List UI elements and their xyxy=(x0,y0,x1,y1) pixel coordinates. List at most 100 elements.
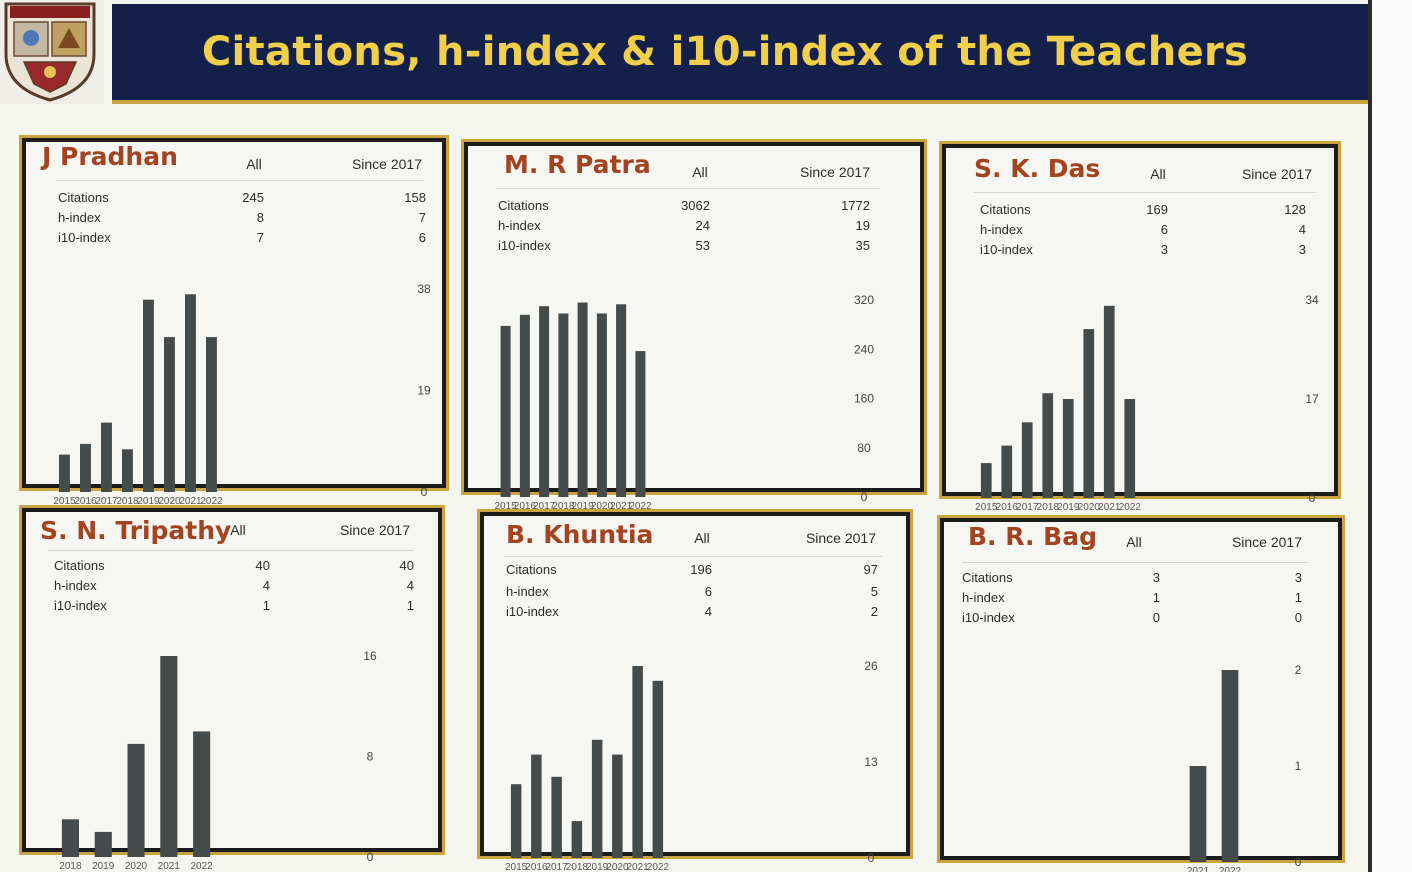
bar-2022 xyxy=(206,337,217,492)
x-tick-label: 2022 xyxy=(1119,502,1142,513)
stat-since-value: 19 xyxy=(855,218,870,233)
bar-2019 xyxy=(1062,399,1074,498)
stat-row-i10-index: i10-index 0 0 xyxy=(962,610,1312,630)
header-divider xyxy=(962,562,1308,563)
bar-2019 xyxy=(143,299,154,492)
stat-label: Citations xyxy=(54,558,105,573)
teacher-panel-m-r-patra: M. R Patra All Since 2017 Citations 3062… xyxy=(464,142,924,512)
stat-since-value: 158 xyxy=(404,190,426,205)
right-margin xyxy=(1372,0,1412,872)
stat-label: i10-index xyxy=(54,598,107,613)
bar-2022 xyxy=(193,731,211,857)
stat-all-value: 7 xyxy=(256,230,264,245)
citations-bar-chart: 2021 2022 0 1 2 xyxy=(1187,663,1302,872)
y-tick-label: 19 xyxy=(417,384,431,398)
y-tick-label: 38 xyxy=(417,282,431,296)
stat-label: h-index xyxy=(962,590,1005,605)
stat-all-value: 196 xyxy=(690,562,712,577)
x-tick-label: 2017 xyxy=(545,862,568,872)
stat-all-value: 4 xyxy=(704,604,712,619)
bar-2018 xyxy=(1042,393,1054,498)
stat-all-value: 3062 xyxy=(681,198,710,213)
bar-2018 xyxy=(61,819,79,857)
stat-label: h-index xyxy=(54,578,97,593)
stat-row-h-index: h-index 4 4 xyxy=(54,578,424,598)
bar-2015 xyxy=(59,454,70,492)
stat-row-h-index: h-index 24 19 xyxy=(498,218,878,238)
x-tick-label: 2021 xyxy=(179,496,202,507)
stat-since-value: 5 xyxy=(870,584,878,599)
y-tick-label: 320 xyxy=(854,293,874,307)
since-header: Since 2017 xyxy=(805,530,876,546)
x-tick-label: 2020 xyxy=(125,861,148,872)
x-tick-label: 2021 xyxy=(1098,502,1121,513)
title-bar: Citations, h-index & i10-index of the Te… xyxy=(112,4,1368,104)
y-tick-label: 34 xyxy=(1305,293,1319,307)
x-tick-label: 2022 xyxy=(647,862,670,872)
since-header: Since 2017 xyxy=(1231,534,1302,550)
stat-all-value: 24 xyxy=(695,218,710,233)
y-tick-label: 26 xyxy=(864,659,878,673)
bar-2019 xyxy=(94,831,112,857)
x-tick-label: 2018 xyxy=(116,496,139,507)
bar-2017 xyxy=(551,776,562,858)
stat-row-i10-index: i10-index 1 1 xyxy=(54,598,424,618)
since-header: Since 2017 xyxy=(351,156,422,172)
teacher-name: S. N. Tripathy xyxy=(40,516,232,545)
stat-label: i10-index xyxy=(506,604,559,619)
x-tick-label: 2015 xyxy=(494,501,517,512)
y-tick-label: 0 xyxy=(1309,491,1316,505)
header-divider xyxy=(56,180,424,181)
x-tick-label: 2021 xyxy=(1187,866,1210,872)
stat-row-h-index: h-index 1 1 xyxy=(962,590,1312,610)
y-tick-label: 13 xyxy=(864,755,878,769)
x-tick-label: 2019 xyxy=(92,861,115,872)
stat-all-value: 245 xyxy=(242,190,264,205)
bar-2021 xyxy=(160,656,178,857)
x-tick-label: 2019 xyxy=(571,501,594,512)
stat-all-value: 1 xyxy=(1152,590,1160,605)
bar-2019 xyxy=(591,739,603,858)
stat-label: i10-index xyxy=(498,238,551,253)
bar-2021 xyxy=(616,304,627,497)
teacher-panel-b-khuntia: B. Khuntia All Since 2017 Citations 196 … xyxy=(480,512,910,872)
x-tick-label: 2018 xyxy=(566,862,589,872)
x-tick-label: 2021 xyxy=(158,861,181,872)
stat-since-value: 3 xyxy=(1294,570,1302,585)
stat-all-value: 169 xyxy=(1146,202,1168,217)
header-divider xyxy=(974,192,1316,193)
bar-2017 xyxy=(539,306,550,497)
all-header: All xyxy=(246,156,262,172)
stat-all-value: 4 xyxy=(262,578,270,593)
stat-row-i10-index: i10-index 3 3 xyxy=(980,242,1320,262)
stat-since-value: 1772 xyxy=(841,198,870,213)
stat-row-i10-index: i10-index 7 6 xyxy=(58,230,428,250)
x-tick-label: 2022 xyxy=(190,861,213,872)
bar-2020 xyxy=(1083,329,1095,498)
bar-2022 xyxy=(652,680,664,858)
stat-all-value: 1 xyxy=(262,598,270,613)
x-tick-label: 2022 xyxy=(200,496,223,507)
stat-row-citations: Citations 3 3 xyxy=(962,570,1312,590)
stat-row-citations: Citations 245 158 xyxy=(58,190,428,210)
stat-since-value: 4 xyxy=(406,578,414,593)
bar-2022 xyxy=(1221,670,1239,862)
stat-all-value: 53 xyxy=(695,238,710,253)
since-header: Since 2017 xyxy=(799,164,870,180)
teacher-name: J Pradhan xyxy=(42,142,178,171)
x-tick-label: 2015 xyxy=(53,496,76,507)
slide-edge xyxy=(1368,0,1372,872)
bar-2021 xyxy=(185,294,196,492)
stat-since-value: 4 xyxy=(1298,222,1306,237)
x-tick-label: 2016 xyxy=(74,496,97,507)
bar-2016 xyxy=(80,443,91,492)
bar-2017 xyxy=(1021,422,1033,498)
university-emblem-icon xyxy=(0,0,104,104)
teacher-panel-b-r-bag: B. R. Bag All Since 2017 Citations 3 3 h… xyxy=(940,518,1342,872)
stat-row-i10-index: i10-index 4 2 xyxy=(506,604,886,624)
teacher-panel-j-pradhan: J Pradhan All Since 2017 Citations 245 1… xyxy=(22,138,446,507)
bar-2015 xyxy=(500,325,511,497)
stat-label: Citations xyxy=(506,562,557,577)
